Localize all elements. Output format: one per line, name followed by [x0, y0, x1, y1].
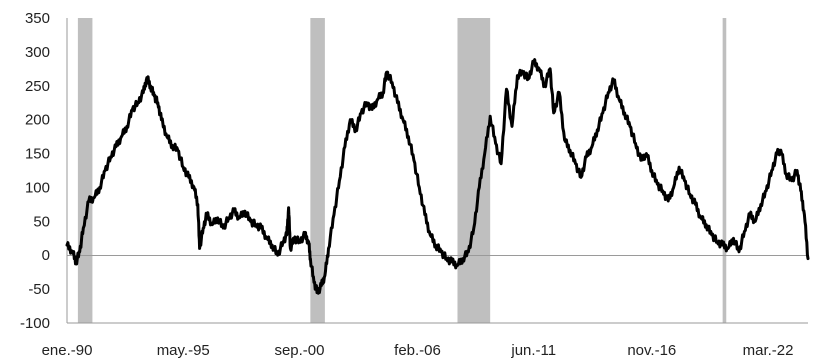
x-tick-label: sep.-00	[274, 342, 324, 359]
shaded-period-2	[310, 18, 325, 323]
y-tick-label: 150	[25, 146, 50, 163]
shaded-period-4	[722, 18, 727, 323]
series-line-1	[65, 58, 810, 295]
x-tick-label: nov.-16	[627, 342, 676, 359]
y-tick-label: 300	[25, 44, 50, 61]
x-tick-label: mar.-22	[743, 342, 794, 359]
y-tick-label: 0	[42, 247, 50, 264]
y-tick-label: 350	[25, 10, 50, 27]
y-tick-label: -50	[28, 281, 50, 298]
axes	[66, 18, 808, 324]
x-tick-label: jun.-11	[510, 342, 556, 359]
shaded-periods	[77, 18, 727, 323]
x-tick-label: feb.-06	[394, 342, 441, 359]
x-tick-label: may.-95	[157, 342, 210, 359]
shaded-period-1	[77, 18, 93, 323]
x-tick-label: ene.-90	[42, 342, 93, 359]
shaded-period-3	[457, 18, 491, 323]
y-tick-label: 200	[25, 112, 50, 129]
y-tick-label: 50	[33, 213, 50, 230]
x-tick-labels: ene.-90 may.-95 sep.-00 feb.-06 jun.-11 nov.-…	[42, 342, 794, 359]
y-tick-labels: -100 -50 0 50 100 150 200 250 300 350	[20, 10, 50, 332]
y-tick-label: -100	[20, 315, 50, 332]
y-tick-label: 100	[25, 179, 50, 196]
y-tick-label: 250	[25, 78, 50, 95]
series	[65, 58, 810, 295]
